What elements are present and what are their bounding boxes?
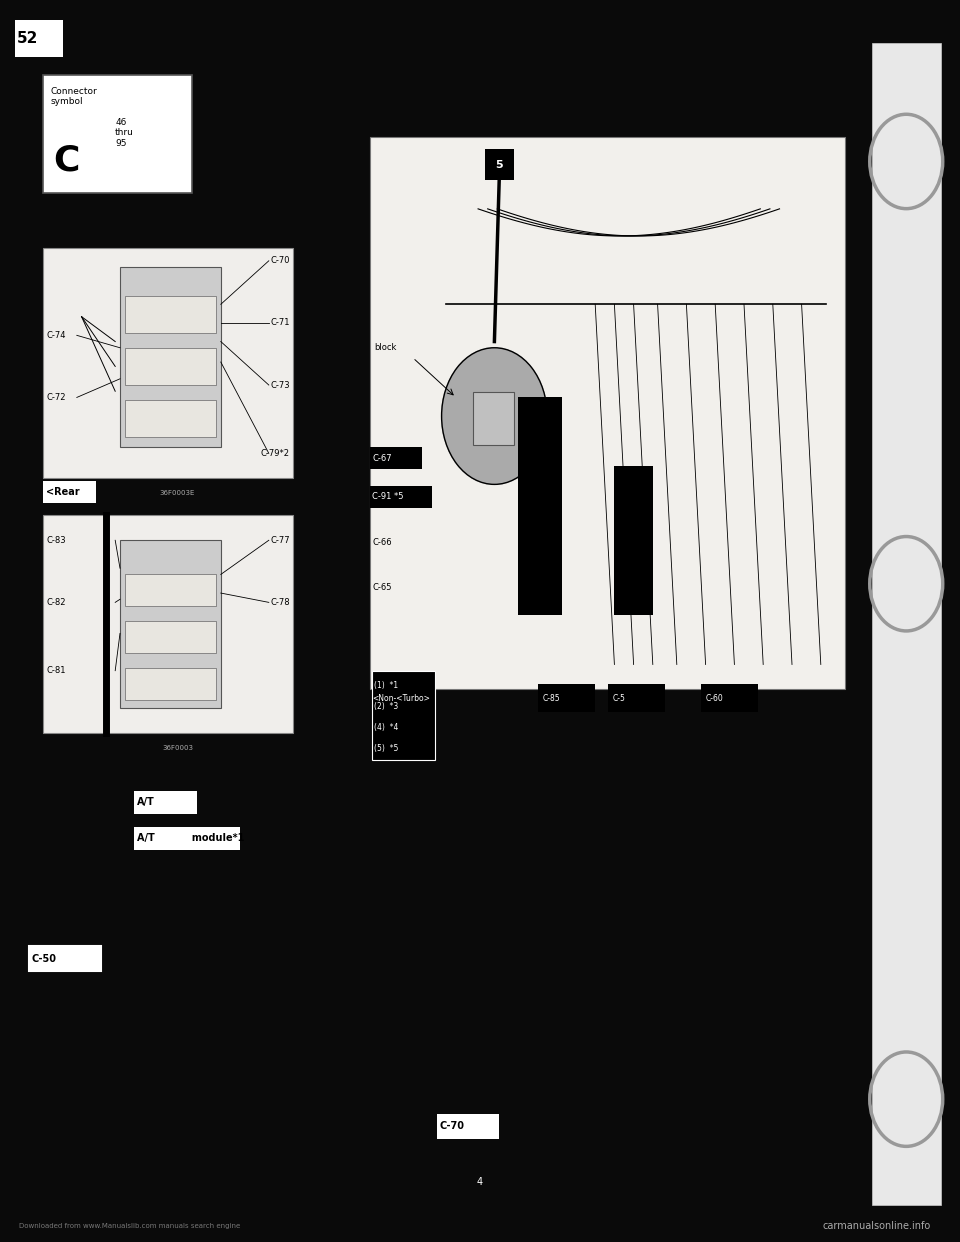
Bar [370,137,845,689]
Bar [614,466,653,615]
Text: A/T: A/T [137,797,155,807]
Text: (4)  *4: (4) *4 [374,723,398,733]
Bar [43,75,192,193]
Bar [125,400,216,437]
Bar [125,668,216,700]
Text: C-70: C-70 [271,256,290,266]
Text: C-71: C-71 [271,318,290,328]
Bar [43,515,293,733]
Text: 5: 5 [495,159,503,170]
Text: C-70: C-70 [440,1122,465,1131]
Text: 46
thru
95: 46 thru 95 [115,118,134,148]
Bar [125,621,216,653]
Text: <Non-<Turbo>: <Non-<Turbo> [372,693,430,703]
Text: <Rear: <Rear [46,487,80,497]
Text: (1)  *1: (1) *1 [374,681,398,691]
Text: C-77: C-77 [271,535,290,545]
Text: C-65: C-65 [372,582,392,592]
Text: 36F0003: 36F0003 [162,745,193,750]
Text: C-50: C-50 [32,954,57,964]
Text: C-81: C-81 [46,666,65,676]
Text: C-5: C-5 [612,693,625,703]
Text: block: block [374,343,396,353]
Bar [29,946,101,971]
Bar [43,481,96,503]
Text: A/T           module*1: A/T module*1 [137,833,245,843]
Bar [125,574,216,606]
Text: (5)  *5: (5) *5 [374,744,398,754]
Text: Downloaded from www.Manualslib.com manuals search engine: Downloaded from www.Manualslib.com manua… [19,1223,240,1228]
Text: C: C [53,144,79,178]
Bar [872,43,941,1205]
Text: C-72: C-72 [46,392,65,402]
Text: carmanualsonline.info: carmanualsonline.info [823,1221,931,1231]
Bar [125,296,216,333]
Text: C-83: C-83 [46,535,65,545]
Bar [372,671,435,760]
Bar [608,684,665,712]
Text: C-60: C-60 [706,693,723,703]
Bar [134,791,197,814]
Bar [125,348,216,385]
Text: C-74: C-74 [46,330,65,340]
Bar [437,1114,499,1139]
Text: Connector
symbol: Connector symbol [51,87,98,107]
Bar [538,684,595,712]
Bar [120,540,221,708]
Bar [370,447,422,469]
Bar [15,20,63,57]
Text: C-67: C-67 [372,453,392,463]
Text: 52: 52 [17,31,38,46]
Bar [473,392,514,445]
Bar [370,486,432,508]
Bar [701,684,758,712]
Text: C-85: C-85 [542,693,560,703]
Text: 4: 4 [477,1177,483,1187]
Bar [43,248,293,478]
Bar [485,149,514,180]
Text: C-82: C-82 [46,597,65,607]
Text: C-91 *5: C-91 *5 [372,492,404,502]
Circle shape [442,348,547,484]
Text: C-79*2: C-79*2 [261,448,290,458]
Bar [120,267,221,447]
Text: (2)  *3: (2) *3 [374,702,398,712]
Text: 36F0003E: 36F0003E [160,491,195,496]
Bar [134,827,240,850]
Bar [518,397,562,615]
Text: C-78: C-78 [271,597,290,607]
Text: C-66: C-66 [372,538,392,548]
Text: C-73: C-73 [271,380,290,390]
